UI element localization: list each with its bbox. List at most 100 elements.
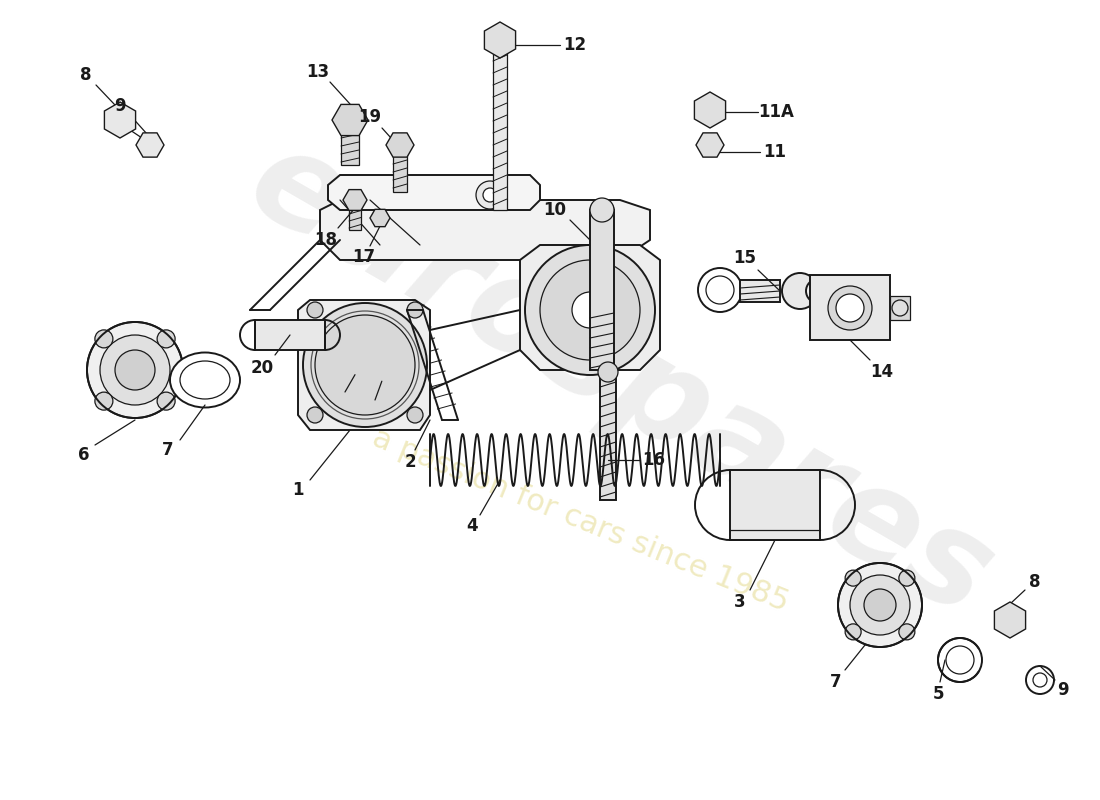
Bar (740, 280, 780, 302)
Circle shape (407, 302, 424, 318)
Circle shape (782, 273, 818, 309)
Bar (810, 275, 890, 340)
Text: 11A: 11A (758, 103, 794, 121)
Text: 18: 18 (315, 231, 338, 249)
Text: 4: 4 (466, 517, 477, 535)
Circle shape (157, 330, 175, 348)
Circle shape (598, 362, 618, 382)
Circle shape (806, 279, 830, 303)
Circle shape (899, 570, 915, 586)
Circle shape (315, 315, 415, 415)
Text: 17: 17 (352, 248, 375, 266)
Circle shape (700, 100, 720, 120)
Text: 8: 8 (1030, 573, 1041, 591)
Polygon shape (104, 102, 135, 138)
Bar (493, 45, 507, 210)
Circle shape (476, 181, 504, 209)
Polygon shape (328, 175, 540, 210)
Polygon shape (370, 210, 390, 226)
Text: 7: 7 (162, 441, 174, 459)
Circle shape (407, 407, 424, 423)
Circle shape (698, 268, 742, 312)
Text: 19: 19 (359, 108, 382, 126)
Circle shape (157, 392, 175, 410)
Text: 15: 15 (734, 249, 757, 267)
Circle shape (482, 187, 498, 203)
Ellipse shape (180, 361, 230, 399)
Circle shape (899, 624, 915, 640)
Text: 2: 2 (404, 453, 416, 471)
Circle shape (572, 292, 608, 328)
Bar (590, 210, 614, 370)
Polygon shape (694, 92, 726, 128)
Text: 8: 8 (80, 66, 91, 84)
Circle shape (340, 110, 360, 130)
Circle shape (95, 392, 113, 410)
Text: 11: 11 (763, 143, 786, 161)
Bar (730, 470, 820, 540)
Text: 1: 1 (293, 481, 304, 499)
Bar (255, 320, 324, 350)
Circle shape (483, 188, 497, 202)
Polygon shape (994, 602, 1025, 638)
Polygon shape (332, 105, 368, 135)
Polygon shape (343, 190, 367, 210)
Circle shape (87, 322, 183, 418)
Text: 20: 20 (251, 359, 274, 377)
Text: 14: 14 (870, 363, 893, 381)
Text: 10: 10 (543, 201, 566, 219)
Circle shape (1000, 610, 1020, 630)
Polygon shape (320, 200, 650, 260)
Circle shape (938, 638, 982, 682)
Circle shape (1033, 673, 1047, 687)
Text: 12: 12 (563, 36, 586, 54)
Text: 6: 6 (78, 446, 90, 464)
Text: eurospares: eurospares (227, 116, 1013, 644)
Circle shape (703, 138, 717, 152)
Circle shape (302, 303, 427, 427)
Circle shape (864, 589, 896, 621)
Circle shape (100, 335, 170, 405)
Circle shape (143, 138, 157, 152)
Circle shape (110, 110, 130, 130)
Polygon shape (298, 300, 430, 430)
Circle shape (892, 300, 907, 316)
Circle shape (838, 563, 922, 647)
Polygon shape (696, 133, 724, 157)
Circle shape (836, 294, 864, 322)
Text: 16: 16 (642, 451, 666, 469)
Circle shape (307, 407, 323, 423)
Text: 5: 5 (933, 685, 944, 703)
Circle shape (486, 191, 494, 199)
Circle shape (946, 646, 974, 674)
Circle shape (828, 286, 872, 330)
Circle shape (850, 575, 910, 635)
Bar (393, 145, 407, 192)
Circle shape (95, 330, 113, 348)
Bar (341, 120, 359, 165)
Circle shape (307, 302, 323, 318)
Circle shape (490, 30, 510, 50)
Text: 7: 7 (830, 673, 842, 691)
Circle shape (525, 245, 654, 375)
Bar (600, 370, 616, 500)
Circle shape (1026, 666, 1054, 694)
Circle shape (845, 624, 861, 640)
Bar (349, 200, 361, 230)
Circle shape (540, 260, 640, 360)
Text: 13: 13 (307, 63, 330, 81)
Circle shape (706, 276, 734, 304)
Ellipse shape (170, 353, 240, 407)
Text: 9: 9 (114, 97, 125, 115)
Circle shape (116, 350, 155, 390)
Polygon shape (386, 133, 414, 157)
Circle shape (590, 198, 614, 222)
Text: a passion for cars since 1985: a passion for cars since 1985 (367, 423, 792, 617)
Bar (890, 296, 910, 320)
Polygon shape (136, 133, 164, 157)
Text: 9: 9 (1057, 681, 1069, 699)
Polygon shape (520, 245, 660, 370)
Polygon shape (484, 22, 516, 58)
Circle shape (845, 570, 861, 586)
Circle shape (375, 213, 385, 223)
